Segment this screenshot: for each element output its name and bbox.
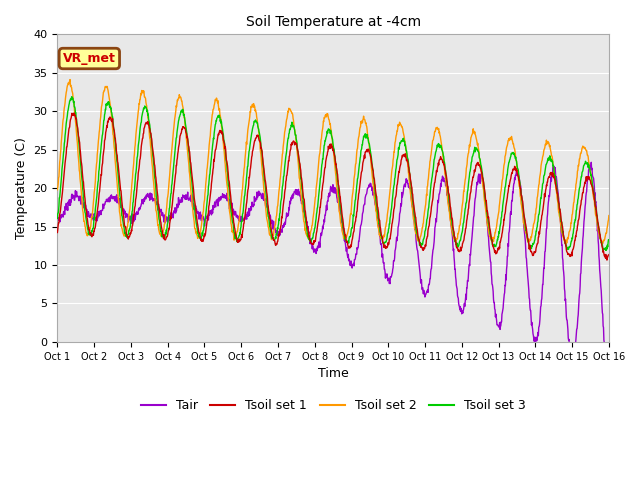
- Tsoil set 2: [66, 77, 74, 83]
- Tsoil set 3: [605, 237, 612, 243]
- Tair: [163, 216, 170, 222]
- Tsoil set 1: [54, 229, 61, 235]
- Tsoil set 2: [238, 188, 246, 194]
- Tsoil set 3: [419, 238, 427, 244]
- Line: Tsoil set 2: Tsoil set 2: [58, 80, 609, 244]
- Tsoil set 1: [419, 246, 427, 252]
- Tsoil set 1: [603, 257, 611, 263]
- Tair: [588, 159, 595, 165]
- Tair: [491, 306, 499, 312]
- Text: VR_met: VR_met: [63, 52, 116, 65]
- Tair: [54, 212, 61, 218]
- Line: Tair: Tair: [58, 162, 609, 375]
- Tsoil set 1: [163, 233, 171, 239]
- Tsoil set 2: [540, 148, 548, 154]
- Line: Tsoil set 1: Tsoil set 1: [58, 113, 609, 260]
- Tsoil set 2: [492, 229, 499, 235]
- Tsoil set 3: [492, 242, 499, 248]
- Tsoil set 1: [238, 235, 246, 240]
- Tsoil set 1: [70, 110, 78, 116]
- Tsoil set 2: [419, 221, 427, 227]
- Tsoil set 2: [177, 95, 184, 100]
- Tair: [540, 274, 547, 280]
- Tsoil set 3: [54, 216, 61, 221]
- Tsoil set 3: [68, 94, 76, 99]
- Tsoil set 3: [599, 248, 607, 253]
- Tair: [176, 197, 184, 203]
- Tsoil set 1: [540, 201, 548, 206]
- Line: Tsoil set 3: Tsoil set 3: [58, 96, 609, 251]
- Tair: [238, 214, 246, 220]
- Tsoil set 1: [177, 132, 184, 138]
- X-axis label: Time: Time: [318, 367, 349, 380]
- Tsoil set 3: [177, 111, 184, 117]
- Tsoil set 3: [163, 226, 171, 231]
- Tsoil set 3: [540, 173, 548, 179]
- Tsoil set 2: [54, 187, 61, 192]
- Tair: [605, 372, 612, 377]
- Tsoil set 2: [163, 201, 171, 206]
- Tsoil set 3: [238, 219, 246, 225]
- Title: Soil Temperature at -4cm: Soil Temperature at -4cm: [246, 15, 420, 29]
- Tsoil set 2: [562, 241, 570, 247]
- Tsoil set 2: [605, 213, 612, 218]
- Legend: Tair, Tsoil set 1, Tsoil set 2, Tsoil set 3: Tair, Tsoil set 1, Tsoil set 2, Tsoil se…: [136, 394, 531, 417]
- Tair: [419, 285, 426, 290]
- Tsoil set 1: [605, 252, 612, 258]
- Tair: [605, 372, 612, 378]
- Tsoil set 1: [492, 248, 499, 253]
- Y-axis label: Temperature (C): Temperature (C): [15, 137, 28, 239]
